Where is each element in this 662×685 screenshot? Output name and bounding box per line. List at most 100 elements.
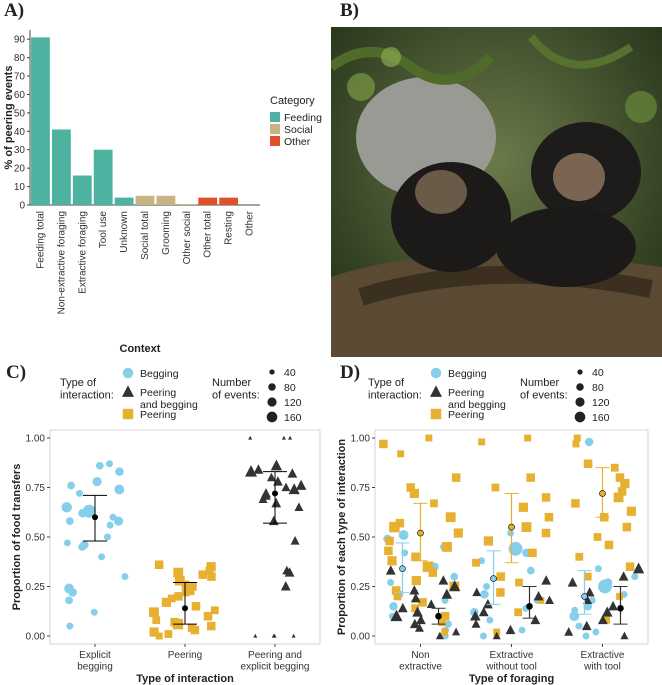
mean-point bbox=[617, 604, 624, 612]
data-point bbox=[152, 616, 161, 625]
data-point bbox=[414, 623, 424, 632]
data-point bbox=[541, 528, 551, 538]
data-point bbox=[174, 575, 185, 586]
data-point bbox=[618, 571, 629, 581]
data-point bbox=[387, 556, 397, 566]
data-point bbox=[92, 476, 102, 487]
data-point bbox=[622, 522, 632, 532]
data-point bbox=[397, 450, 405, 458]
data-point bbox=[620, 478, 630, 489]
x-tick-label: Other bbox=[245, 210, 256, 236]
data-point bbox=[479, 632, 487, 640]
data-point bbox=[440, 611, 450, 621]
mean-point bbox=[182, 605, 188, 612]
data-point bbox=[438, 575, 449, 585]
legend-size-label: 40 bbox=[284, 367, 296, 379]
data-point bbox=[391, 586, 401, 595]
legend-size-label: 80 bbox=[592, 382, 604, 394]
mean-point bbox=[435, 612, 442, 620]
legend-label: Begging bbox=[448, 368, 487, 380]
y-axis-title: Proportion of food transfers bbox=[11, 464, 23, 611]
y-tick-label: 50 bbox=[14, 108, 26, 119]
x-tick-label: Feeding total bbox=[35, 211, 46, 269]
legend-key bbox=[121, 385, 135, 397]
data-point bbox=[61, 502, 72, 513]
data-point bbox=[583, 602, 593, 611]
data-point bbox=[632, 562, 645, 574]
data-point bbox=[478, 606, 489, 617]
legend-swatch bbox=[270, 124, 280, 134]
data-point bbox=[207, 572, 216, 581]
data-point bbox=[583, 595, 593, 605]
data-point bbox=[426, 599, 436, 608]
data-point bbox=[149, 627, 159, 637]
data-point bbox=[604, 540, 614, 550]
data-point bbox=[524, 434, 532, 442]
legend-label: Begging bbox=[140, 368, 179, 380]
data-point bbox=[206, 621, 216, 631]
data-point bbox=[567, 577, 578, 587]
data-point bbox=[469, 610, 481, 621]
mean-point bbox=[599, 490, 606, 497]
x-tick-label: Unknown bbox=[119, 211, 130, 253]
legend-label: Other bbox=[284, 136, 311, 148]
data-point bbox=[167, 594, 176, 603]
data-point bbox=[505, 624, 516, 635]
data-point bbox=[528, 548, 537, 558]
data-point bbox=[518, 626, 526, 634]
x-axis-title: Type of interaction bbox=[136, 673, 234, 685]
data-point bbox=[620, 631, 629, 640]
panel-a-bar-chart: 0 10 20 30 40 50 60 70 80 90 Feeding total Non-extr… bbox=[3, 30, 322, 355]
legend-size-key bbox=[574, 411, 586, 423]
data-point bbox=[496, 572, 505, 581]
legend-size-label: 160 bbox=[284, 412, 302, 424]
x-tick-label: Tool use bbox=[98, 211, 109, 249]
bar bbox=[135, 195, 155, 205]
data-point bbox=[593, 533, 602, 541]
data-point bbox=[508, 541, 523, 556]
legend-size-key bbox=[267, 397, 277, 407]
legend-key bbox=[430, 408, 442, 420]
data-point bbox=[411, 604, 419, 613]
x-tick-label: Peering bbox=[168, 650, 202, 661]
data-point bbox=[389, 602, 398, 611]
data-point bbox=[155, 632, 163, 640]
data-point bbox=[526, 473, 535, 482]
data-point bbox=[384, 546, 393, 556]
y-tick-label: 1.00 bbox=[351, 434, 371, 445]
data-point bbox=[90, 608, 98, 616]
x-tick-label: Peering and explicit begging bbox=[241, 650, 310, 673]
data-point bbox=[418, 598, 427, 607]
panel-label-b: B) bbox=[340, 0, 359, 21]
data-point bbox=[625, 562, 635, 571]
data-point bbox=[397, 602, 408, 613]
data-point bbox=[105, 460, 113, 468]
data-point bbox=[121, 573, 129, 581]
legend-size-label: 120 bbox=[284, 397, 302, 409]
data-point bbox=[103, 533, 111, 541]
data-point bbox=[575, 552, 584, 561]
data-point bbox=[266, 472, 276, 482]
bar bbox=[72, 175, 92, 205]
chimpanzees-peering-photo bbox=[331, 27, 662, 357]
data-point bbox=[65, 596, 73, 605]
data-point bbox=[541, 575, 552, 585]
data-point bbox=[280, 581, 291, 591]
data-point bbox=[584, 587, 595, 597]
legend-size-title: Number of events: bbox=[520, 377, 568, 402]
data-point bbox=[492, 631, 501, 640]
data-point bbox=[409, 585, 420, 595]
data-point bbox=[442, 541, 452, 552]
data-point bbox=[597, 614, 608, 625]
legend-size-label: 80 bbox=[284, 382, 296, 394]
data-point bbox=[253, 464, 264, 474]
legend-key bbox=[429, 385, 443, 397]
data-point bbox=[181, 580, 190, 589]
data-point bbox=[115, 467, 124, 476]
data-point bbox=[416, 614, 426, 625]
data-point bbox=[471, 619, 481, 628]
data-point bbox=[409, 488, 419, 499]
data-point bbox=[281, 482, 291, 492]
data-point bbox=[295, 479, 307, 490]
data-point bbox=[393, 592, 402, 601]
